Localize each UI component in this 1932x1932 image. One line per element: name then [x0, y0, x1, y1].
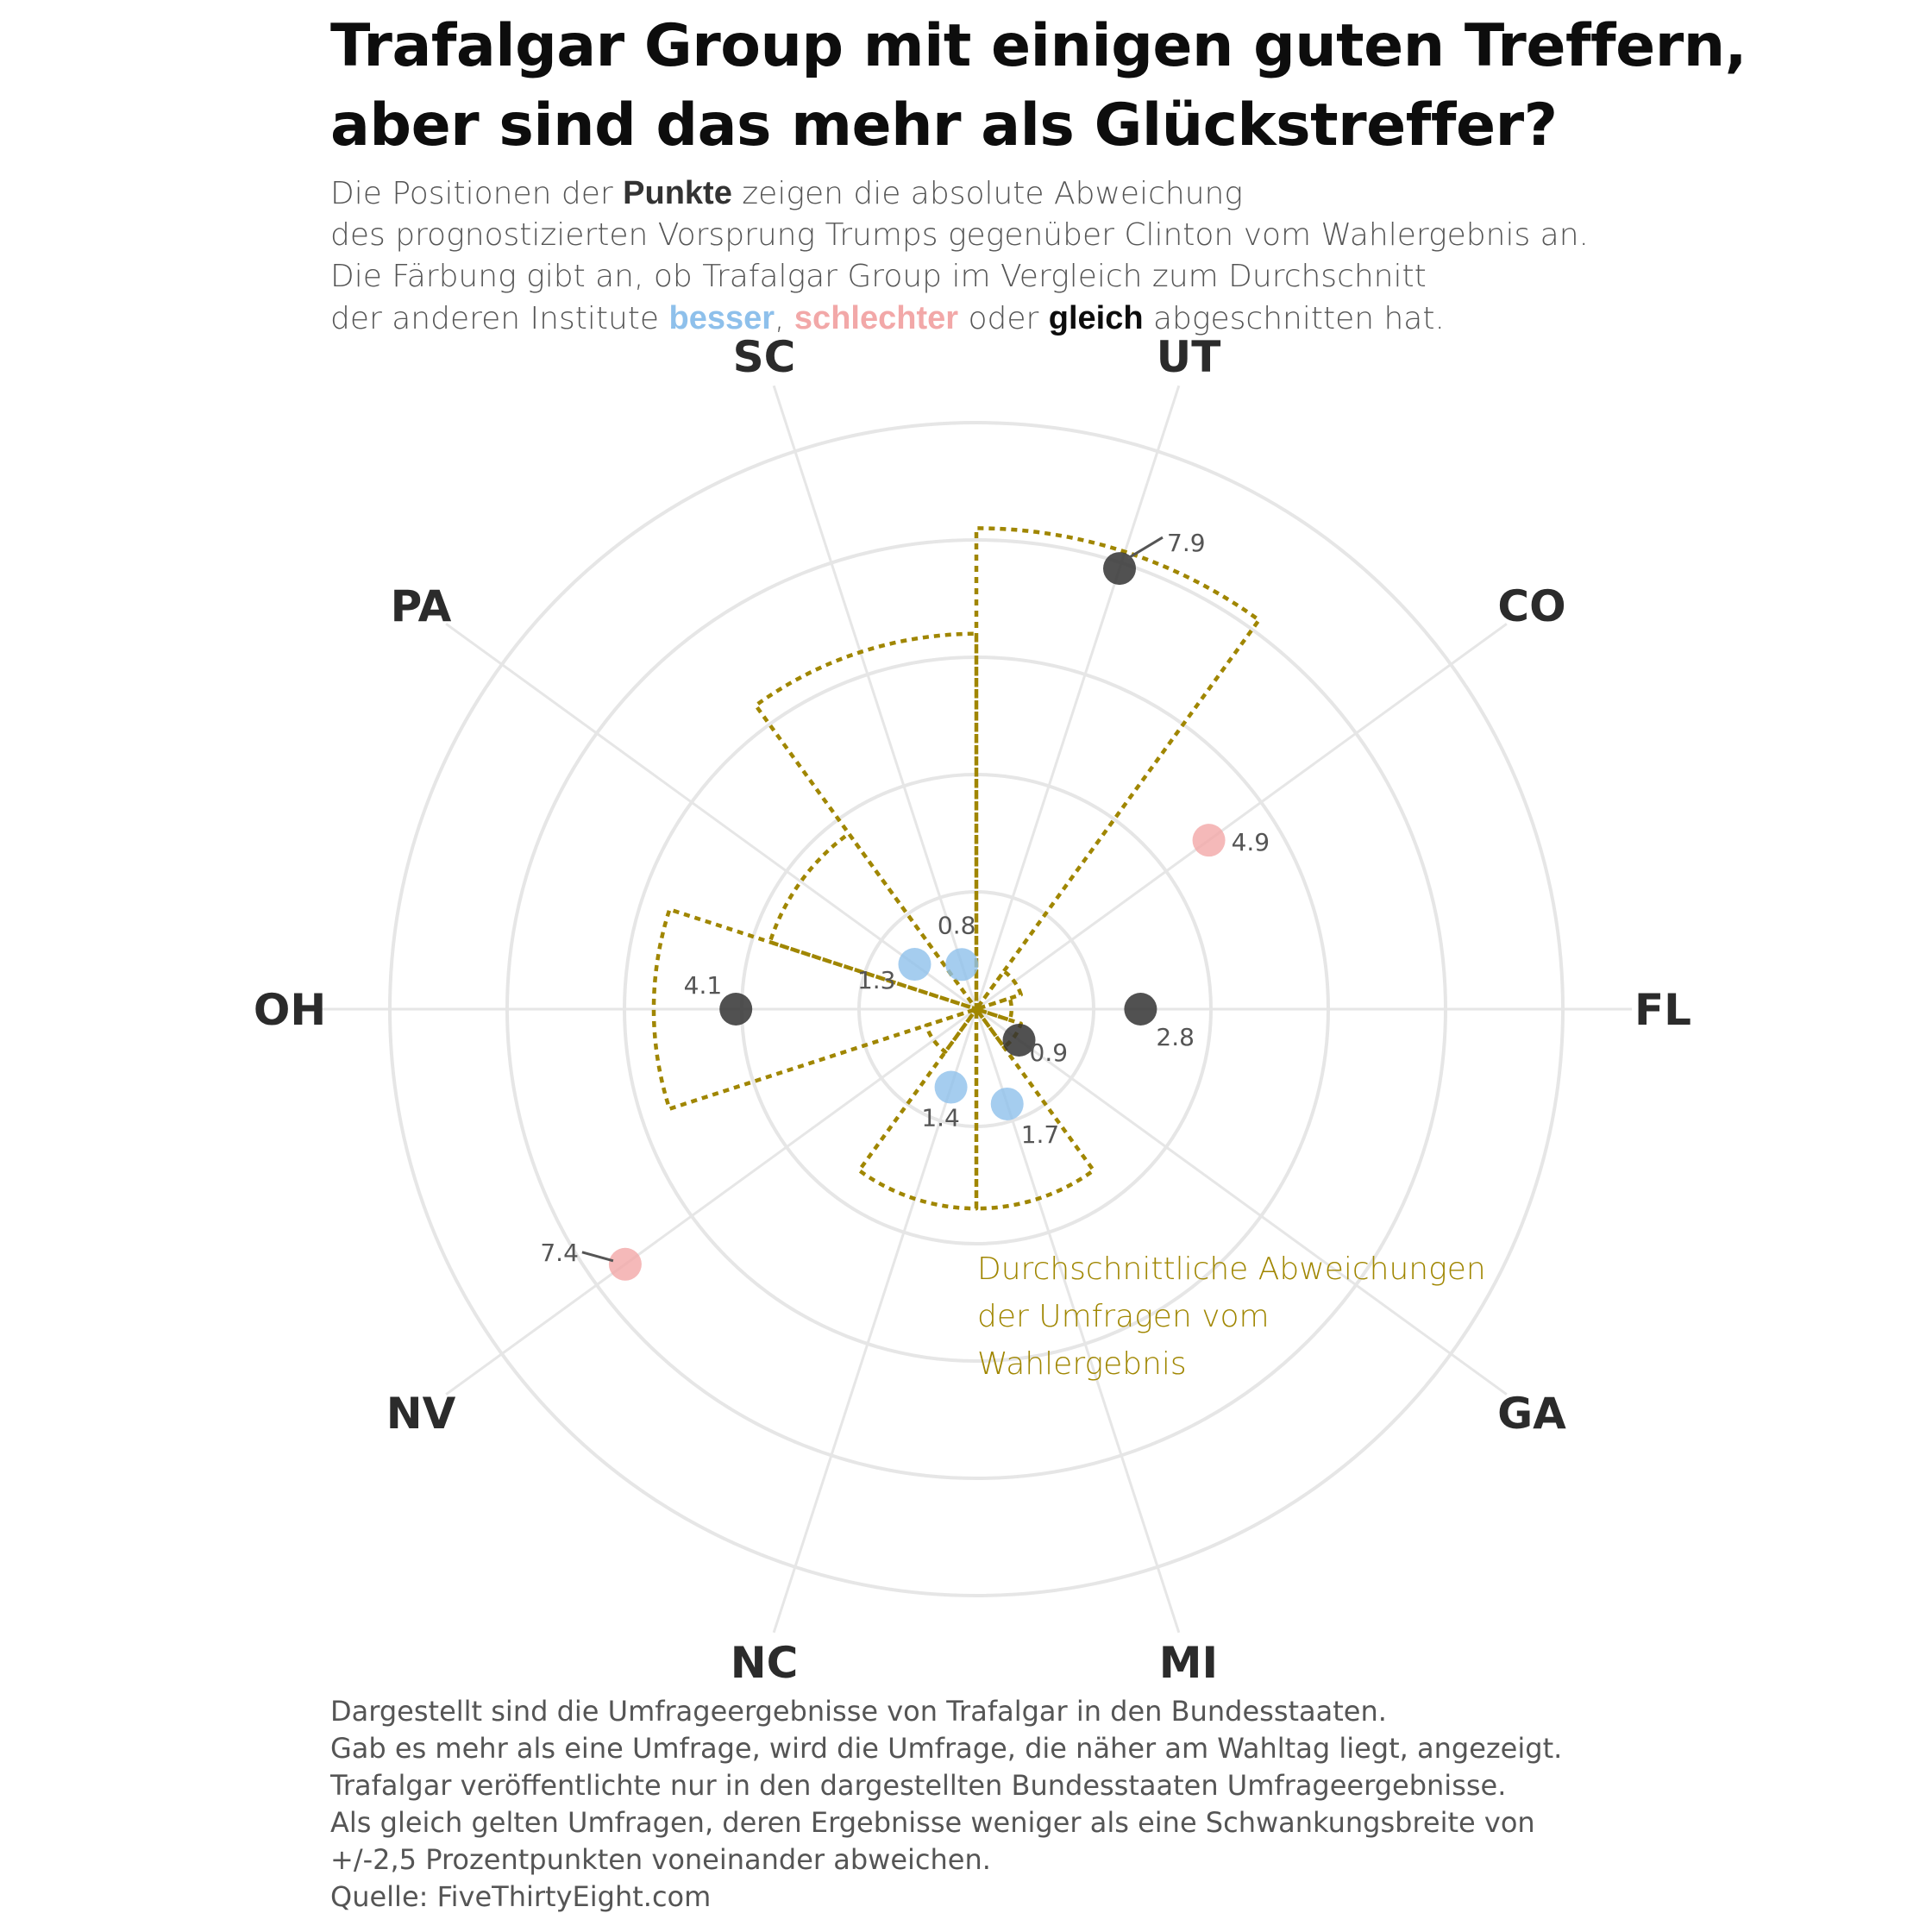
data-point-fl — [1124, 993, 1157, 1026]
labels-layer: UT CO FL GA MI NC NV OH PA SC 7.9 4.9 2.8 0.9 1.7 1.4 7.… — [254, 332, 1691, 1688]
footnote-line: Dargestellt sind die Umfrageergebnisse v… — [330, 1695, 1387, 1728]
subtitle-text: abgeschnitten hat. — [1143, 301, 1445, 336]
grid-spoke — [445, 1007, 977, 1396]
category-label-oh: OH — [254, 985, 326, 1035]
subtitle-text: oder — [958, 301, 1049, 336]
points-layer — [608, 552, 1226, 1281]
grid-spoke — [772, 1008, 978, 1634]
category-label-mi: MI — [1159, 1638, 1218, 1688]
subtitle-text: zeigen die absolute Abweichung — [731, 176, 1243, 211]
grid-spoke — [772, 385, 978, 1010]
data-point-sc — [945, 948, 979, 982]
footnote-line: Gab es mehr als eine Umfrage, wird die U… — [330, 1732, 1563, 1765]
subtitle-line: der anderen Institute besser, schlechter… — [330, 298, 1848, 340]
chart-subtitle: Die Positionen der Punkte zeigen die abs… — [330, 172, 1848, 340]
category-label-ga: GA — [1497, 1389, 1566, 1439]
data-point-ga — [1002, 1023, 1036, 1057]
average-deviation-line — [651, 526, 1261, 1211]
data-point-ut — [1103, 552, 1137, 586]
legend-schlechter: schlechter — [794, 300, 959, 336]
data-label-nc: 1.4 — [921, 1104, 960, 1132]
data-point-mi — [990, 1087, 1024, 1120]
grid-spoke — [975, 1007, 1508, 1396]
average-annotation-line: Durchschnittliche Abweichungen — [977, 1251, 1486, 1287]
data-point-co — [1192, 824, 1226, 857]
data-label-oh: 4.1 — [684, 971, 723, 1000]
data-label-ut: 7.9 — [1167, 529, 1206, 557]
data-label-fl: 2.8 — [1156, 1023, 1195, 1051]
chart-title-line: aber sind das mehr als Glückstreffer? — [330, 91, 1558, 160]
data-point-nv — [608, 1247, 642, 1281]
average-annotation-line: der Umfragen vom — [977, 1299, 1270, 1334]
category-label-fl: FL — [1634, 985, 1691, 1035]
category-label-co: CO — [1497, 581, 1565, 631]
chart-title: Trafalgar Group mit einigen guten Treffe… — [330, 7, 1797, 166]
legend-besser: besser — [668, 300, 775, 336]
data-label-co: 4.9 — [1232, 828, 1270, 856]
footnote-line: Quelle: FiveThirtyEight.com — [330, 1880, 712, 1913]
data-point-oh — [719, 993, 753, 1026]
data-point-pa — [898, 948, 932, 982]
footnote: Dargestellt sind die Umfrageergebnisse v… — [330, 1693, 1883, 1916]
category-label-ut: UT — [1157, 332, 1221, 382]
grid-spoke — [445, 623, 977, 1011]
subtitle-line: des prognostizierten Vorsprung Trumps ge… — [330, 217, 1589, 253]
footnote-line: +/-2,5 Prozentpunkten voneinander abweic… — [330, 1843, 991, 1876]
average-annotation-line: Wahlergebnis — [977, 1346, 1187, 1382]
footnote-line: Trafalgar veröffentlichte nur in den dar… — [330, 1769, 1507, 1802]
grid-spoke — [975, 623, 1508, 1011]
subtitle-text: , — [775, 301, 794, 336]
value-leader-line — [581, 1251, 614, 1263]
legend-gleich: gleich — [1048, 300, 1144, 336]
category-label-nv: NV — [386, 1389, 456, 1439]
subtitle-line: Die Positionen der Punkte zeigen die abs… — [330, 172, 1848, 215]
data-label-mi: 1.7 — [1021, 1120, 1060, 1149]
category-label-sc: SC — [733, 332, 796, 382]
data-label-sc: 0.8 — [938, 911, 976, 939]
data-point-nc — [934, 1070, 968, 1104]
grid-spoke — [975, 385, 1181, 1010]
data-label-pa: 1.3 — [857, 966, 896, 994]
average-deviation-layer — [651, 526, 1261, 1211]
subtitle-text: der anderen Institute — [330, 301, 669, 336]
chart-title-line: Trafalgar Group mit einigen guten Treffe… — [330, 12, 1747, 80]
category-label-pa: PA — [391, 581, 452, 631]
subtitle-punkte: Punkte — [623, 175, 732, 211]
data-label-ga: 0.9 — [1030, 1038, 1069, 1067]
value-leader-line — [1127, 536, 1164, 560]
footnote-line: Als gleich gelten Umfragen, deren Ergebn… — [330, 1806, 1535, 1839]
subtitle-line: Die Färbung gibt an, ob Trafalgar Group … — [330, 259, 1427, 294]
subtitle-text: Die Positionen der — [330, 176, 624, 211]
category-label-nc: NC — [731, 1638, 799, 1688]
data-label-nv: 7.4 — [540, 1239, 579, 1267]
